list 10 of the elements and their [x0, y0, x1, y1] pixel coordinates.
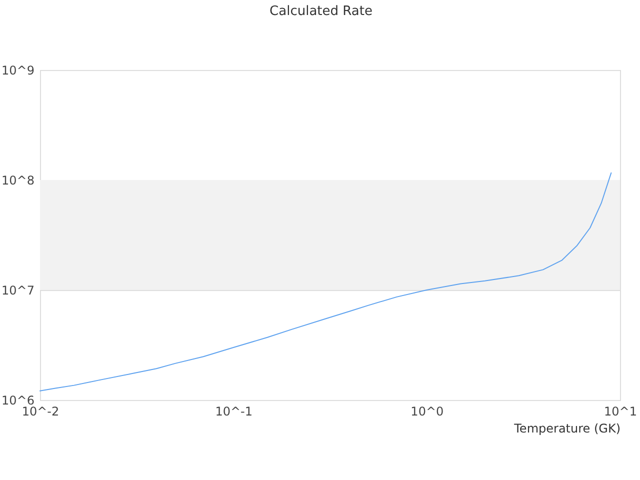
- y-tick-label: 10^7: [2, 284, 34, 298]
- x-tick-label: 10^-1: [215, 404, 252, 418]
- x-tick-label: 10^1: [604, 404, 637, 418]
- y-tick-label: 10^9: [2, 64, 34, 78]
- x-axis-title: Temperature (GK): [513, 422, 620, 436]
- chart-title: Calculated Rate: [270, 4, 372, 19]
- x-tick-label: 10^0: [410, 404, 444, 418]
- x-tick-label: 10^-2: [22, 404, 60, 418]
- y-tick-label: 10^8: [2, 174, 34, 188]
- y-tick-label: 10^6: [2, 394, 34, 408]
